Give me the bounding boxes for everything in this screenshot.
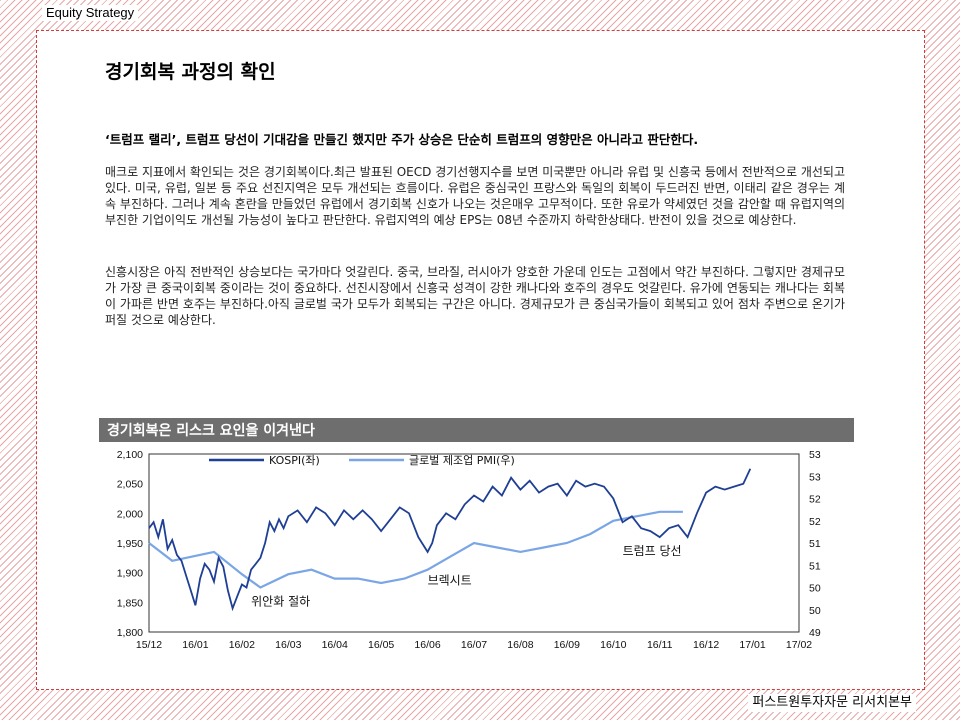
y-right-tick-label: 52 bbox=[809, 516, 821, 528]
x-tick-label: 16/05 bbox=[368, 639, 394, 651]
x-tick-label: 16/03 bbox=[275, 639, 301, 651]
lead-sentence: ‘트럼프 랠리’, 트럼프 당선이 기대감을 만들긴 했지만 주가 상승은 단순… bbox=[105, 132, 699, 147]
series-line-kospi bbox=[148, 468, 752, 612]
x-tick-label: 16/07 bbox=[461, 639, 487, 651]
page-title: 경기회복 과정의 확인 bbox=[105, 61, 276, 83]
x-tick-label: 17/01 bbox=[739, 639, 765, 651]
y-right-tick-label: 49 bbox=[809, 627, 821, 639]
chart-svg: 경기회복은 리스크 요인을 이겨낸다 1,800 1,850 1,900 1,950 2,… bbox=[99, 418, 854, 651]
x-tick-label: 16/01 bbox=[182, 639, 208, 651]
chart-annotation: 위안화 절하 bbox=[251, 594, 310, 608]
kospi-pmi-chart: 경기회복은 리스크 요인을 이겨낸다 1,800 1,850 1,900 1,950 2,… bbox=[99, 418, 854, 652]
y-left-tick-label: 1,900 bbox=[117, 568, 143, 580]
chart-annotation: 트럼프 당선 bbox=[623, 544, 682, 558]
y-right-tick-label: 53 bbox=[809, 449, 821, 461]
y-right-tick-label: 50 bbox=[809, 583, 821, 595]
y-left-tick-label: 2,000 bbox=[117, 508, 143, 520]
x-tick-label: 16/09 bbox=[554, 639, 580, 651]
y-left-tick-label: 1,850 bbox=[117, 597, 143, 609]
paragraph-macro: 매크로 지표에서 확인되는 것은 경기회복이다.최근 발표된 OECD 경기선행… bbox=[105, 165, 845, 227]
x-tick-label: 16/06 bbox=[414, 639, 440, 651]
y-right-tick-label: 51 bbox=[809, 538, 821, 550]
y-left-tick-label: 1,800 bbox=[117, 627, 143, 639]
y-left-tick-label: 1,950 bbox=[117, 538, 143, 550]
y-right-tick-label: 52 bbox=[809, 494, 821, 506]
x-tick-label: 16/12 bbox=[693, 639, 719, 651]
legend-label-pmi: 글로벌 제조업 PMI(우) bbox=[409, 454, 515, 467]
x-tick-label: 16/11 bbox=[647, 639, 673, 651]
chart-title: 경기회복은 리스크 요인을 이겨낸다 bbox=[107, 422, 315, 439]
chart-title-bar bbox=[99, 418, 854, 442]
x-tick-label: 16/02 bbox=[229, 639, 255, 651]
series-line-pmi bbox=[148, 510, 683, 589]
chart-annotation: 브렉시트 bbox=[428, 574, 472, 588]
x-tick-label: 15/12 bbox=[136, 639, 162, 651]
x-tick-label: 17/02 bbox=[786, 639, 812, 651]
section-label: Equity Strategy bbox=[42, 5, 139, 21]
y-left-tick-label: 2,100 bbox=[117, 449, 143, 461]
y-right-tick-label: 51 bbox=[809, 560, 821, 572]
x-tick-label: 16/08 bbox=[507, 639, 533, 651]
y-right-tick-label: 53 bbox=[809, 471, 821, 483]
x-tick-label: 16/10 bbox=[600, 639, 626, 651]
footer-source-label: 퍼스트원투자자문 리서치본부 bbox=[748, 694, 916, 712]
y-right-tick-label: 50 bbox=[809, 605, 821, 617]
legend-label-kospi: KOSPI(좌) bbox=[269, 454, 320, 467]
x-tick-label: 16/04 bbox=[322, 639, 348, 651]
y-left-tick-label: 2,050 bbox=[117, 479, 143, 491]
paragraph-emerging: 신흥시장은 아직 전반적인 상승보다는 국가마다 엇갈린다. 중국, 브라질, … bbox=[105, 265, 845, 327]
